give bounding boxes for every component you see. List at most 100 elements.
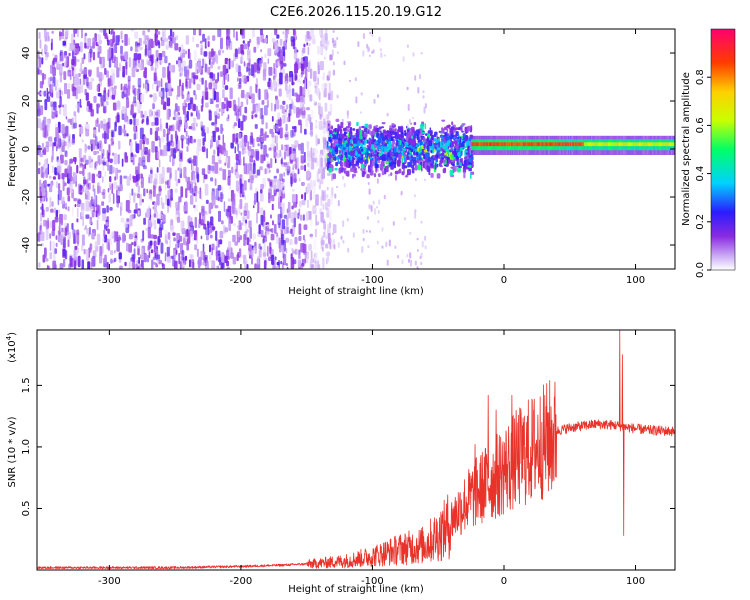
heatmap-cell bbox=[408, 259, 410, 263]
heatmap-cell bbox=[191, 171, 193, 181]
heatmap-cell bbox=[105, 221, 109, 226]
heatmap-cell bbox=[407, 170, 409, 176]
heatmap-cell bbox=[189, 180, 193, 185]
heatmap-cell bbox=[129, 119, 133, 125]
heatmap-cell bbox=[79, 163, 84, 167]
heatmap-cell bbox=[93, 188, 96, 197]
heatmap-cell bbox=[141, 248, 144, 260]
heatmap-cell bbox=[205, 211, 208, 216]
heatmap-cell bbox=[325, 29, 328, 39]
heatmap-cell bbox=[149, 222, 153, 228]
heatmap-cell bbox=[211, 260, 215, 266]
heatmap-cell bbox=[326, 186, 329, 191]
heatmap-cell bbox=[169, 238, 171, 249]
heatmap-cell bbox=[161, 214, 166, 223]
heatmap-cell bbox=[147, 226, 151, 239]
heatmap-cell bbox=[345, 135, 348, 139]
heatmap-cell bbox=[356, 164, 359, 167]
heatmap-cell bbox=[85, 159, 89, 165]
heatmap-cell bbox=[72, 86, 77, 97]
heatmap-cell bbox=[201, 77, 204, 85]
heatmap-cell bbox=[134, 65, 138, 72]
heatmap-cell bbox=[288, 75, 292, 82]
heatmap-cell bbox=[205, 199, 209, 204]
heatmap-cell bbox=[190, 138, 194, 144]
heatmap-cell bbox=[239, 84, 241, 88]
heatmap-cell bbox=[45, 206, 49, 212]
heatmap-cell bbox=[227, 60, 230, 69]
heatmap-cell bbox=[106, 261, 109, 269]
heatmap-cell bbox=[417, 87, 420, 94]
heatmap-cell bbox=[51, 148, 54, 161]
heatmap-cell bbox=[274, 151, 278, 157]
heatmap-cell bbox=[79, 84, 84, 93]
heatmap-cell bbox=[185, 50, 187, 55]
heatmap-cell bbox=[161, 50, 166, 57]
heatmap-cell bbox=[244, 78, 248, 84]
heatmap-cell bbox=[136, 101, 141, 110]
heatmap-cell bbox=[166, 167, 170, 173]
heatmap-cell bbox=[438, 138, 441, 141]
heatmap-cell bbox=[185, 78, 188, 88]
heatmap-cell bbox=[401, 157, 404, 164]
heatmap-cell bbox=[332, 134, 336, 140]
heatmap-cell bbox=[227, 114, 230, 120]
heatmap-cell bbox=[298, 235, 302, 242]
heatmap-cell bbox=[186, 138, 190, 145]
heatmap-cell bbox=[208, 110, 212, 121]
heatmap-cell bbox=[348, 122, 351, 129]
heatmap-cell bbox=[252, 162, 256, 175]
heatmap-cell bbox=[193, 204, 196, 209]
heatmap-cell bbox=[158, 186, 161, 192]
heatmap-cell bbox=[361, 125, 365, 129]
heatmap-cell bbox=[109, 207, 113, 211]
heatmap-cell bbox=[143, 144, 145, 153]
heatmap-cell bbox=[146, 138, 149, 145]
heatmap-cell bbox=[73, 249, 77, 261]
heatmap-cell bbox=[250, 175, 254, 184]
heatmap-cell bbox=[366, 216, 369, 220]
heatmap-cell bbox=[301, 63, 305, 75]
heatmap-cell bbox=[445, 142, 448, 150]
heatmap-cell bbox=[456, 162, 460, 165]
heatmap-cell bbox=[284, 134, 289, 138]
heatmap-cell bbox=[182, 82, 184, 92]
heatmap-cell bbox=[39, 152, 44, 158]
heatmap-cell bbox=[365, 152, 368, 158]
heatmap-cell bbox=[307, 199, 309, 209]
heatmap-cell bbox=[114, 176, 117, 181]
heatmap-cell bbox=[128, 37, 130, 46]
heatmap-cell bbox=[254, 263, 257, 269]
heatmap-cell bbox=[371, 34, 374, 37]
heatmap-cell bbox=[286, 266, 289, 269]
heatmap-cell bbox=[232, 223, 237, 227]
heatmap-cell bbox=[83, 179, 87, 185]
heatmap-cell bbox=[155, 146, 158, 153]
heatmap-cell bbox=[218, 171, 221, 176]
heatmap-cell bbox=[156, 254, 161, 261]
heatmap-cell bbox=[81, 259, 84, 269]
heatmap-cell bbox=[227, 169, 231, 178]
heatmap-cell bbox=[219, 256, 221, 266]
heatmap-cell bbox=[116, 185, 121, 195]
heatmap-cell bbox=[325, 202, 328, 211]
heatmap-cell bbox=[222, 134, 224, 145]
heatmap-cell bbox=[55, 242, 58, 247]
heatmap-cell bbox=[328, 167, 333, 173]
heatmap-cell bbox=[424, 123, 427, 130]
heatmap-cell bbox=[185, 188, 188, 199]
heatmap-cell bbox=[430, 130, 433, 135]
heatmap-cell bbox=[420, 252, 423, 258]
heatmap-cell bbox=[114, 249, 116, 254]
heatmap-cell bbox=[308, 244, 312, 250]
heatmap-cell bbox=[130, 141, 133, 153]
heatmap-cell bbox=[407, 152, 409, 157]
heatmap-cell bbox=[421, 137, 424, 141]
heatmap-cell bbox=[113, 153, 118, 165]
heatmap-cell bbox=[260, 154, 264, 164]
heatmap-cell bbox=[283, 146, 287, 150]
heatmap-cell bbox=[380, 132, 383, 136]
heatmap-cell bbox=[54, 167, 57, 175]
heatmap-cell bbox=[285, 263, 289, 267]
heatmap-cell bbox=[383, 168, 387, 175]
